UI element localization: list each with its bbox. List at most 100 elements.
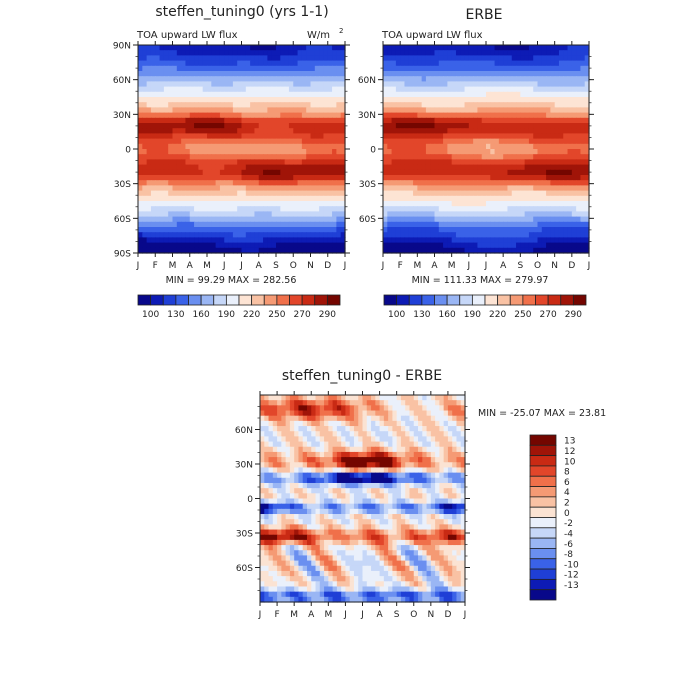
field-cell bbox=[264, 482, 270, 489]
field-cell bbox=[413, 154, 418, 160]
field-cell bbox=[146, 195, 152, 202]
field-cell bbox=[388, 482, 393, 489]
field-cell bbox=[189, 102, 195, 108]
field-cell bbox=[383, 237, 388, 244]
field-cell bbox=[323, 195, 329, 202]
field-cell bbox=[172, 117, 178, 124]
field-cell bbox=[421, 190, 427, 197]
field-cell bbox=[451, 159, 457, 166]
field-cell bbox=[306, 133, 312, 140]
field-cell bbox=[258, 180, 264, 186]
field-cell bbox=[409, 415, 415, 422]
field-cell bbox=[571, 86, 577, 93]
field-cell bbox=[383, 247, 388, 254]
field-cell bbox=[396, 446, 402, 453]
field-cell bbox=[468, 60, 474, 67]
field-cell bbox=[142, 123, 148, 129]
field-cell bbox=[546, 180, 551, 186]
field-cell bbox=[391, 117, 397, 124]
field-cell bbox=[198, 133, 204, 140]
field-cell bbox=[464, 190, 470, 197]
field-cell bbox=[443, 195, 448, 202]
field-cell bbox=[306, 462, 312, 469]
field-cell bbox=[332, 405, 338, 412]
field-cell bbox=[451, 195, 457, 202]
field-cell bbox=[409, 477, 415, 484]
field-cell bbox=[520, 154, 526, 160]
field-cell bbox=[421, 227, 427, 233]
field-cell bbox=[336, 467, 342, 474]
field-cell bbox=[176, 237, 182, 244]
field-cell bbox=[550, 45, 556, 51]
field-cell bbox=[328, 431, 334, 437]
field-cell bbox=[511, 112, 517, 119]
field-cell bbox=[464, 149, 470, 155]
field-cell bbox=[395, 55, 401, 62]
field-cell bbox=[232, 185, 238, 192]
field-cell bbox=[284, 221, 290, 228]
field-cell bbox=[341, 395, 347, 401]
field-cell bbox=[271, 107, 277, 114]
field-cell bbox=[563, 112, 569, 119]
field-cell bbox=[271, 232, 277, 238]
field-cell bbox=[425, 76, 431, 82]
field-cell bbox=[541, 211, 547, 218]
field-cell bbox=[426, 462, 432, 469]
field-cell bbox=[181, 55, 187, 62]
field-cell bbox=[417, 107, 423, 114]
field-cell bbox=[245, 232, 251, 238]
field-cell bbox=[301, 164, 307, 171]
field-cell bbox=[576, 97, 582, 103]
field-cell bbox=[524, 149, 530, 155]
field-cell bbox=[260, 426, 265, 432]
field-cell bbox=[207, 211, 212, 218]
field-cell bbox=[554, 164, 560, 171]
field-cell bbox=[285, 415, 291, 422]
field-cell bbox=[306, 180, 312, 186]
field-cell bbox=[228, 185, 234, 192]
field-cell bbox=[228, 206, 234, 212]
field-cell bbox=[520, 71, 526, 77]
field-cell bbox=[293, 81, 299, 88]
field-cell bbox=[319, 138, 325, 145]
field-cell bbox=[404, 201, 410, 207]
field-cell bbox=[319, 446, 325, 453]
field-cell bbox=[358, 395, 364, 401]
field-cell bbox=[163, 206, 169, 212]
field-cell bbox=[336, 149, 342, 155]
field-cell bbox=[294, 451, 300, 458]
field-cell bbox=[524, 169, 530, 176]
field-cell bbox=[528, 185, 534, 192]
field-cell bbox=[241, 76, 247, 82]
field-cell bbox=[332, 472, 338, 479]
field-cell bbox=[408, 180, 414, 186]
field-cell bbox=[413, 415, 419, 422]
field-cell bbox=[159, 247, 165, 254]
field-cell bbox=[328, 395, 334, 401]
field-cell bbox=[511, 45, 517, 51]
field-cell bbox=[176, 45, 182, 51]
field-cell bbox=[254, 232, 260, 238]
field-cell bbox=[387, 76, 393, 82]
field-cell bbox=[418, 457, 423, 463]
field-cell bbox=[473, 60, 479, 67]
field-cell bbox=[267, 247, 273, 254]
field-cell bbox=[477, 128, 483, 134]
field-cell bbox=[468, 201, 474, 207]
field-cell bbox=[413, 55, 418, 62]
field-cell bbox=[324, 457, 329, 463]
field-cell bbox=[245, 169, 251, 176]
field-cell bbox=[533, 133, 539, 140]
field-cell bbox=[550, 159, 556, 166]
field-cell bbox=[336, 50, 342, 56]
field-cell bbox=[310, 237, 316, 244]
field-cell bbox=[310, 107, 316, 114]
field-cell bbox=[340, 123, 346, 129]
field-cell bbox=[438, 91, 444, 98]
field-cell bbox=[263, 60, 268, 67]
field-cell bbox=[395, 227, 401, 233]
field-cell bbox=[447, 457, 453, 463]
field-cell bbox=[486, 242, 491, 249]
field-cell bbox=[418, 431, 423, 437]
field-cell bbox=[172, 133, 178, 140]
